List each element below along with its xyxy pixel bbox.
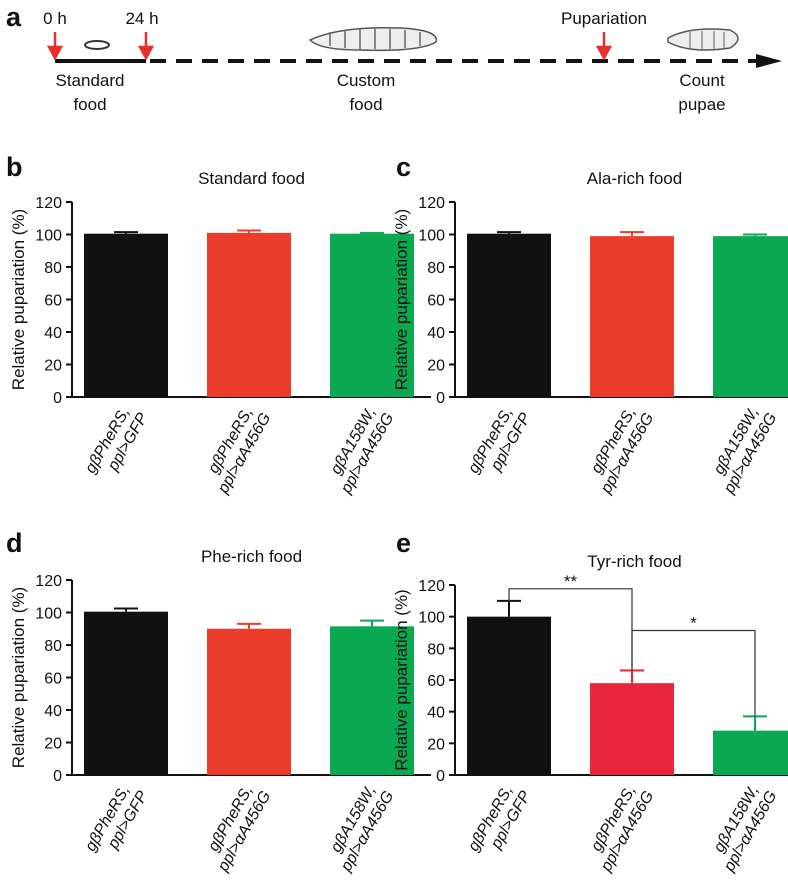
significance-bracket [508, 588, 633, 671]
panel-label: b [6, 152, 23, 182]
y-tick-label: 40 [427, 325, 445, 342]
significance-bracket [631, 629, 756, 717]
panel-label: c [396, 152, 411, 182]
bar [590, 236, 674, 397]
x-tick-label: gβPheRS,ppl>αA456G [581, 401, 657, 497]
bar [713, 730, 788, 775]
larva-icon [308, 27, 438, 52]
y-tick-label: 100 [418, 228, 445, 245]
x-tick-label: gβPheRS,ppl>αA456G [198, 401, 274, 497]
y-tick-label: 60 [44, 671, 62, 688]
y-tick-label: 40 [44, 703, 62, 720]
bar [84, 233, 168, 397]
y-tick-label: 120 [35, 195, 62, 212]
y-tick-label: 20 [427, 736, 445, 753]
bar [713, 236, 788, 397]
egg-icon [84, 40, 110, 50]
stage-label: Pupariation [561, 9, 647, 28]
stage-label: Custom [337, 71, 396, 90]
x-tick-label: gβPheRS,ppl>GFP [465, 401, 534, 486]
y-tick-label: 80 [44, 638, 62, 655]
panel: d Phe-rich food Relative pupariation (%) 0 2… [6, 528, 431, 875]
y-axis-label: Relative pupariation (%) [392, 589, 411, 770]
panel-label: a [6, 2, 22, 32]
y-axis-label: Relative pupariation (%) [392, 209, 411, 390]
y-tick-label: 20 [44, 358, 62, 375]
y-axis-label: Relative pupariation (%) [9, 209, 28, 390]
x-tick-label: gβA158W,ppl>αA456G [321, 779, 397, 875]
chart-title: Ala-rich food [587, 169, 682, 188]
markers [46, 32, 613, 61]
bar [467, 616, 551, 775]
bar [84, 611, 168, 775]
significance-label: * [690, 614, 697, 633]
y-tick-label: 40 [427, 705, 445, 722]
stage-label: Standard [56, 71, 125, 90]
y-axis-label: Relative pupariation (%) [9, 587, 28, 768]
x-tick-label: gβPheRS,ppl>GFP [82, 779, 151, 864]
stage-label: Count [679, 71, 725, 90]
y-tick-label: 60 [427, 293, 445, 310]
y-tick-label: 0 [436, 768, 445, 785]
y-tick-label: 20 [427, 358, 445, 375]
chart-title: Tyr-rich food [587, 552, 681, 571]
panel: c Ala-rich food Relative pupariation (%) 0 2… [392, 152, 788, 497]
x-tick-label: gβA158W,ppl>αA456G [704, 401, 780, 497]
time-label: 24 h [125, 9, 158, 28]
x-tick-label: gβPheRS,ppl>αA456G [198, 779, 274, 875]
panel-a: a 0 h 24 h Pupariation Standard food Cus… [6, 2, 782, 114]
bar [590, 683, 674, 775]
time-label: 0 h [43, 9, 67, 28]
y-tick-label: 120 [35, 573, 62, 590]
y-tick-label: 120 [418, 578, 445, 595]
y-tick-label: 0 [53, 390, 62, 407]
significance-label: ** [564, 572, 578, 591]
y-tick-label: 120 [418, 195, 445, 212]
chart-title: Standard food [198, 169, 305, 188]
panel: e Tyr-rich food Relative pupariation (%) 0 2… [392, 528, 788, 875]
bar [330, 233, 414, 397]
chart-title: Phe-rich food [201, 547, 302, 566]
y-tick-label: 0 [53, 768, 62, 785]
bar [207, 232, 291, 397]
y-tick-label: 80 [44, 260, 62, 277]
timeline-arrowhead [756, 54, 782, 68]
bar [467, 233, 551, 397]
y-tick-label: 80 [427, 260, 445, 277]
panel-label: d [6, 528, 23, 558]
x-tick-label: gβA158W,ppl>αA456G [704, 779, 780, 875]
bar [330, 626, 414, 775]
x-tick-label: gβPheRS,ppl>GFP [465, 779, 534, 864]
panel-label: e [396, 528, 411, 558]
y-tick-label: 100 [418, 610, 445, 627]
y-tick-label: 60 [427, 673, 445, 690]
bar [207, 628, 291, 775]
stage-label: food [349, 95, 382, 114]
y-tick-label: 100 [35, 606, 62, 623]
y-tick-label: 40 [44, 325, 62, 342]
stage-label: pupae [678, 95, 725, 114]
stage-label: food [73, 95, 106, 114]
x-tick-label: gβPheRS,ppl>αA456G [581, 779, 657, 875]
y-tick-label: 80 [427, 641, 445, 658]
y-tick-label: 100 [35, 228, 62, 245]
x-tick-label: gβPheRS,ppl>GFP [82, 401, 151, 486]
panel: b Standard food Relative pupariation (%) 0 2… [6, 152, 431, 497]
pupa-icon [667, 28, 739, 51]
x-tick-label: gβA158W,ppl>αA456G [321, 401, 397, 497]
y-tick-label: 20 [44, 736, 62, 753]
y-tick-label: 0 [436, 390, 445, 407]
y-tick-label: 60 [44, 293, 62, 310]
